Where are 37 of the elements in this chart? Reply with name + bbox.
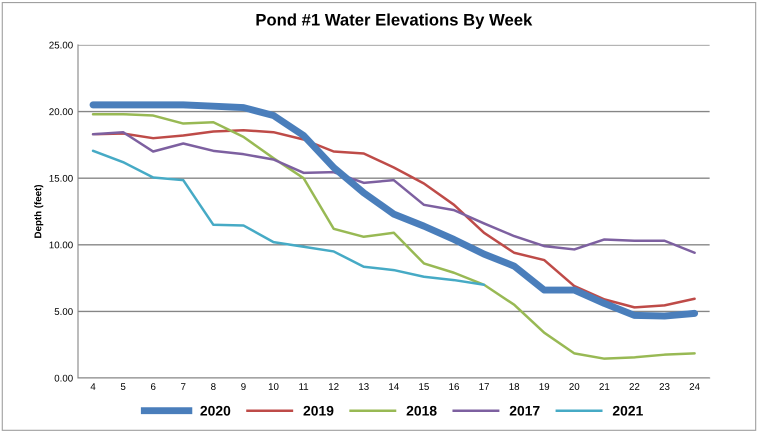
y-tick-label: 15.00 bbox=[50, 174, 73, 182]
x-tick-label: 11 bbox=[299, 383, 308, 390]
x-tick-label: 8 bbox=[211, 383, 216, 390]
x-tick-label: 10 bbox=[268, 383, 279, 390]
x-tick-label: 18 bbox=[509, 383, 520, 390]
y-tick-label: 0.00 bbox=[54, 374, 73, 382]
x-tick-label: 12 bbox=[328, 383, 339, 390]
x-tick-label: 15 bbox=[419, 383, 429, 390]
x-tick-label: 23 bbox=[660, 383, 670, 390]
legend-label: 2017 bbox=[510, 406, 540, 416]
x-tick-label: 16 bbox=[449, 383, 459, 390]
x-tick-label: 14 bbox=[389, 383, 399, 390]
x-tick-label: 24 bbox=[690, 383, 700, 390]
x-tick-label: 17 bbox=[479, 383, 489, 390]
legend-label: 2019 bbox=[304, 406, 334, 416]
x-tick-label: 7 bbox=[181, 383, 186, 390]
line-series bbox=[92, 130, 696, 254]
y-tick-label: 5.00 bbox=[54, 308, 73, 316]
legend-label: 2020 bbox=[200, 406, 230, 416]
chart-title: Pond #1 Water Elevations By Week bbox=[256, 13, 532, 29]
line-series bbox=[92, 112, 696, 360]
legend-label: 2018 bbox=[406, 406, 437, 416]
x-tick-label: 21 bbox=[599, 383, 610, 390]
x-tick-label: 5 bbox=[120, 383, 126, 390]
y-tick-label: 10.00 bbox=[50, 242, 73, 248]
x-tick-label: 13 bbox=[359, 383, 369, 390]
x-tick-label: 19 bbox=[540, 383, 550, 390]
legend-label: 2021 bbox=[612, 406, 643, 416]
x-tick-label: 6 bbox=[150, 383, 156, 390]
y-tick-label: 20.00 bbox=[49, 108, 73, 116]
line-series bbox=[92, 150, 486, 286]
y-tick-label: 25.00 bbox=[49, 42, 73, 49]
x-tick-label: 4 bbox=[90, 383, 96, 390]
x-tick-label: 9 bbox=[241, 383, 246, 390]
x-tick-label: 20 bbox=[569, 383, 580, 390]
y-axis-title: Depth (feet) bbox=[34, 184, 44, 238]
x-tick-label: 22 bbox=[630, 383, 640, 390]
